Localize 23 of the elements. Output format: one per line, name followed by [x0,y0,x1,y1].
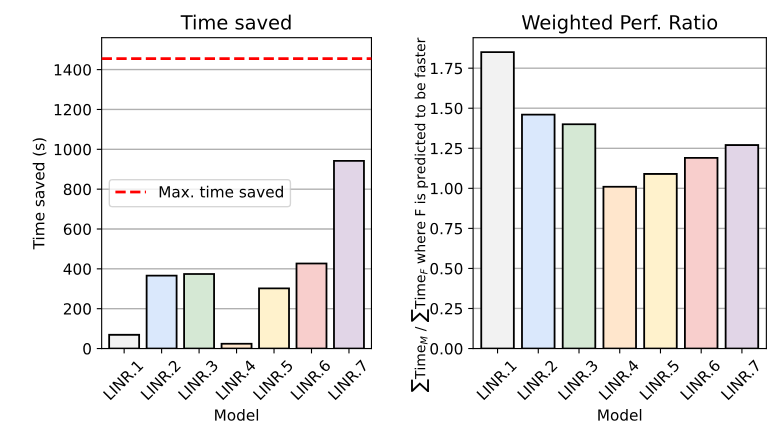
y-tick-label: 400 [64,263,91,275]
y-tick-label: 1.75 [431,62,462,74]
y-tick-label: 0.00 [430,343,462,355]
x-axis-title: Model [215,408,258,421]
y-axis-title: ∑Time$_{M}$ / ∑Time$_{F}$ where F is predicted to be faster [411,38,429,392]
y-tick-label: 0.50 [430,262,462,274]
y-tick-label: 800 [64,184,91,196]
chart-title: Time saved [180,14,291,30]
y-tick-label: 600 [64,223,91,236]
y-tick-label: 1200 [54,104,91,116]
y-axis-title: Time saved (s) [32,138,46,250]
y-tick-label: 1400 [54,64,91,76]
y-tick-label: 0 [83,343,91,355]
y-tick-label: 1000 [54,144,91,156]
y-tick-label: 1.50 [431,102,462,114]
legend-label: Max. time saved [160,186,283,198]
y-tick-label: 1.25 [431,142,462,154]
y-tick-label: 200 [64,303,91,315]
y-tick-label: 0.25 [430,302,462,315]
y-tick-label: 0.75 [430,222,462,234]
y-tick-label: 1.00 [431,182,462,194]
chart-title: Weighted Perf. Ratio [522,14,718,34]
x-axis-title: Model [598,408,642,421]
